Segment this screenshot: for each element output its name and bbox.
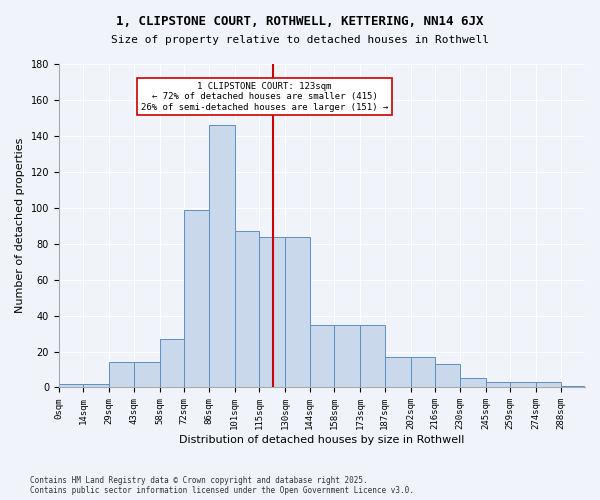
Bar (560, 386, 585, 388)
Bar (435, 364, 460, 388)
Bar (209, 125, 235, 388)
Bar (510, 382, 536, 388)
Bar (184, 210, 209, 388)
X-axis label: Distribution of detached houses by size in Rothwell: Distribution of detached houses by size … (179, 435, 464, 445)
Bar (160, 339, 184, 388)
Bar (460, 378, 485, 388)
Bar (235, 231, 259, 388)
Bar (334, 324, 360, 388)
Text: Size of property relative to detached houses in Rothwell: Size of property relative to detached ho… (111, 35, 489, 45)
Bar (411, 357, 435, 388)
Bar (385, 357, 411, 388)
Text: 1, CLIPSTONE COURT, ROTHWELL, KETTERING, NN14 6JX: 1, CLIPSTONE COURT, ROTHWELL, KETTERING,… (116, 15, 484, 28)
Bar (310, 324, 334, 388)
Text: Contains HM Land Registry data © Crown copyright and database right 2025.
Contai: Contains HM Land Registry data © Crown c… (30, 476, 414, 495)
Bar (259, 236, 285, 388)
Bar (285, 236, 310, 388)
Bar (536, 382, 560, 388)
Text: 1 CLIPSTONE COURT: 123sqm
← 72% of detached houses are smaller (415)
26% of semi: 1 CLIPSTONE COURT: 123sqm ← 72% of detac… (141, 82, 388, 112)
Bar (360, 324, 385, 388)
Y-axis label: Number of detached properties: Number of detached properties (15, 138, 25, 314)
Bar (59, 384, 83, 388)
Bar (83, 384, 109, 388)
Bar (134, 362, 160, 388)
Bar (109, 362, 134, 388)
Bar (485, 382, 510, 388)
